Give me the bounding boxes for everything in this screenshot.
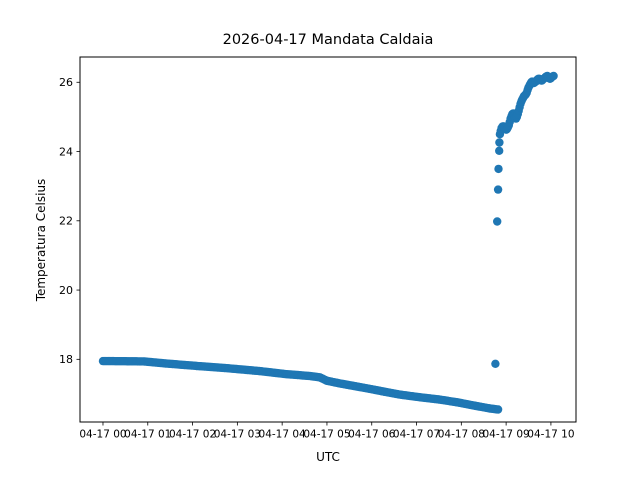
y-tick-label: 26 — [59, 76, 73, 89]
x-tick-label: 04-17 04 — [259, 429, 307, 441]
x-tick-label: 04-17 02 — [169, 429, 216, 441]
y-axis-label: Temperatura Celsius — [34, 178, 48, 302]
data-point — [495, 138, 504, 147]
data-point — [493, 185, 503, 194]
y-tick-label: 18 — [59, 353, 73, 366]
data-point — [493, 405, 503, 414]
x-tick-label: 04-17 00 — [79, 429, 126, 441]
data-point — [491, 359, 500, 368]
x-tick-label: 04-17 10 — [527, 429, 574, 441]
x-tick-label: 04-17 07 — [393, 429, 440, 441]
y-tick-label: 24 — [59, 145, 73, 158]
x-tick-label: 04-17 08 — [438, 429, 485, 441]
x-tick-label: 04-17 01 — [124, 429, 171, 441]
x-tick-label: 04-17 03 — [214, 429, 261, 441]
x-tick-label: 04-17 09 — [483, 429, 530, 441]
x-tick-label: 04-17 05 — [303, 429, 350, 441]
y-axis: 18 20 22 24 26 — [59, 76, 80, 366]
y-tick-label: 20 — [59, 284, 73, 297]
data-point — [495, 146, 504, 155]
data-point — [494, 164, 503, 174]
plot-frame — [79, 56, 577, 423]
chart-title: 2026-04-17 Mandata Caldaia — [222, 32, 434, 48]
x-axis-label: UTC — [316, 450, 340, 464]
y-tick-label: 22 — [59, 215, 73, 228]
x-tick-label: 04-17 06 — [348, 429, 396, 441]
data-point — [493, 217, 502, 226]
data-point — [549, 71, 558, 81]
scatter-series — [98, 71, 558, 414]
